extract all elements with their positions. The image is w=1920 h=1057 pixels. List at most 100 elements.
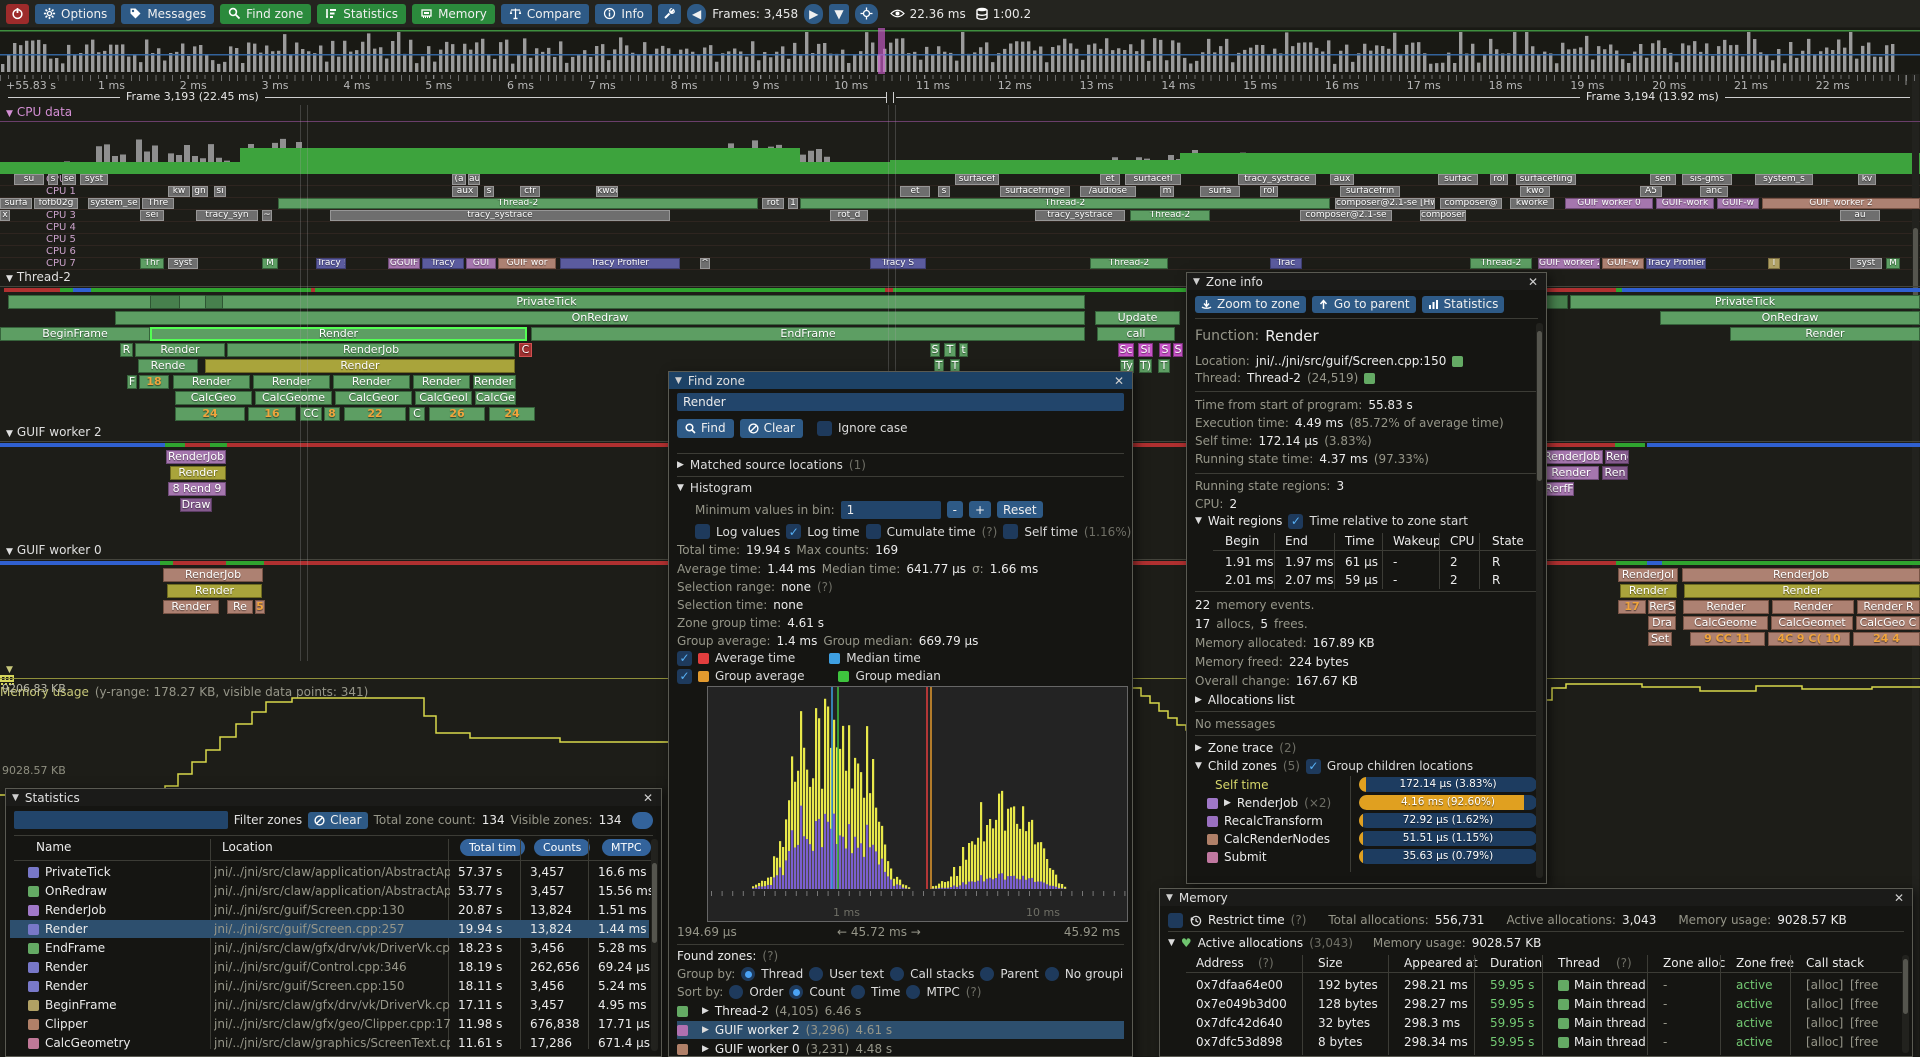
zone-block[interactable]: PrivateTick bbox=[1570, 295, 1920, 309]
zone-block[interactable]: 24 4 bbox=[1853, 632, 1920, 646]
zone-block[interactable]: 5 bbox=[255, 600, 265, 614]
zone-block[interactable]: S bbox=[1159, 343, 1171, 357]
table-row[interactable]: EndFrame jni/../jni/src/claw/gfx/drv/vk/D… bbox=[10, 939, 649, 957]
zone-block[interactable]: CalcGeo bbox=[175, 391, 252, 405]
zone-block[interactable]: EndFrame bbox=[531, 327, 1085, 341]
find-button[interactable]: Find bbox=[677, 418, 734, 438]
cpu-zone-block[interactable]: kwo bbox=[1520, 186, 1550, 197]
cpu-zone-block[interactable]: sen bbox=[1650, 174, 1676, 185]
zone-block[interactable]: PrivateTick bbox=[8, 295, 1085, 309]
cpu-zone-block[interactable]: GUIF-work bbox=[1656, 198, 1714, 209]
zone-block[interactable]: Render bbox=[1684, 584, 1920, 598]
cpu-zone-block[interactable]: surfacefringe bbox=[1000, 186, 1070, 197]
zone-block[interactable]: T) bbox=[1139, 359, 1152, 373]
cpu-zone-block[interactable]: surfa bbox=[1200, 186, 1240, 197]
cpu-zone-block[interactable]: tracy_systrace bbox=[330, 210, 670, 221]
allocation-row[interactable]: 0x7e049b3d00 128 bytes 298.27 ms 59.95 s Mai… bbox=[1168, 996, 1904, 1012]
thread-header[interactable]: ▼ Thread-2 bbox=[6, 270, 71, 284]
zone-block[interactable]: RenderJob bbox=[163, 568, 263, 582]
cpu-zone-block[interactable]: anc bbox=[1700, 186, 1728, 197]
scroll-down-button[interactable]: ▼ bbox=[829, 3, 849, 24]
alloc-col-zone-free[interactable]: Zone free bbox=[1736, 956, 1795, 970]
zone-block[interactable]: 17 bbox=[1618, 600, 1646, 614]
cpu-zone-block[interactable]: GGUIF bbox=[388, 258, 420, 269]
cpu-zone-block[interactable]: Thread-2 bbox=[1470, 258, 1532, 269]
thread-header[interactable]: ▼ GUIF worker 2 bbox=[6, 425, 102, 439]
cpu-zone-block[interactable]: composer@ bbox=[1440, 198, 1502, 209]
zone-block[interactable]: Dra bbox=[1648, 616, 1676, 630]
found-zone-row[interactable]: ▶ Thread-2 (4,105) 6.46 s bbox=[677, 1002, 1124, 1020]
zone-block[interactable]: Draw bbox=[180, 498, 212, 512]
radio-mtpc[interactable] bbox=[906, 985, 921, 999]
zone-block[interactable]: Render bbox=[135, 343, 225, 357]
wait-regions-label[interactable]: Wait regions bbox=[1207, 514, 1283, 528]
cpu-zone-block[interactable]: au bbox=[1840, 210, 1880, 221]
cpu-zone-block[interactable]: rot bbox=[762, 198, 784, 209]
cpu-zone-block[interactable]: surfac bbox=[1438, 174, 1478, 185]
collapse-icon[interactable]: ▼ bbox=[1193, 276, 1200, 287]
frame-label[interactable]: Frame 3,194 (13.92 ms) bbox=[1580, 90, 1725, 103]
cpu-zone-block[interactable]: aux bbox=[452, 186, 478, 197]
cpu-zone-block[interactable]: I bbox=[1768, 258, 1780, 269]
child-zone-row[interactable]: RecalcTransform bbox=[1195, 813, 1538, 829]
cpu-zone-block[interactable]: rot_d bbox=[830, 210, 868, 221]
cpu-zone-block[interactable]: Tracy ! bbox=[316, 258, 346, 269]
statistics-button[interactable]: Statistics bbox=[317, 3, 407, 24]
expand-icon[interactable]: ▶ bbox=[677, 460, 684, 470]
zone-block[interactable]: 8 bbox=[324, 407, 340, 421]
wait-table-row[interactable]: 2.01 ms 2.07 ms 59 µs - 2 R bbox=[1195, 572, 1538, 588]
statistics-scrollbar[interactable] bbox=[651, 839, 658, 1051]
histogram-label[interactable]: Histogram bbox=[689, 481, 753, 495]
cpu-zone-block[interactable]: ~ bbox=[262, 210, 272, 221]
zone-block[interactable]: Render bbox=[253, 375, 330, 389]
table-row[interactable]: BeginFrame jni/../jni/src/claw/gfx/drv/vk… bbox=[10, 996, 649, 1014]
memory-titlebar[interactable]: ▼ Memory ✕ bbox=[1160, 889, 1912, 906]
cpu-zone-block[interactable]: Tracy Profiler bbox=[560, 258, 680, 269]
cpu-zone-block[interactable]: GUIF worker 0 bbox=[1565, 198, 1653, 209]
zone-block[interactable]: T bbox=[944, 343, 956, 357]
compare-button[interactable]: Compare bbox=[500, 3, 590, 24]
cpu-zone-block[interactable]: Thread-2 bbox=[800, 198, 1330, 209]
zone-block[interactable]: S bbox=[1173, 343, 1183, 357]
zone-block[interactable]: Render bbox=[1543, 466, 1599, 480]
cpu-zone-block[interactable]: Thread-2 bbox=[1130, 210, 1210, 221]
collapse-icon[interactable]: ▼ bbox=[1168, 938, 1175, 948]
zone-block[interactable]: 18 bbox=[139, 375, 169, 389]
expand-icon[interactable]: ▶ bbox=[702, 1006, 709, 1016]
zone-block[interactable]: RerS bbox=[1648, 600, 1676, 614]
cpu-zone-block[interactable]: Tracy bbox=[422, 258, 464, 269]
ignore-case-checkbox[interactable] bbox=[816, 420, 832, 436]
cpu-zone-block[interactable]: ^ bbox=[700, 258, 710, 269]
sort-mtpc-button[interactable]: MTPC bbox=[602, 838, 651, 856]
legend-checkbox[interactable]: ✓ bbox=[677, 650, 692, 666]
zone-block[interactable]: Render bbox=[1620, 584, 1677, 598]
zone-block[interactable]: Render bbox=[1772, 600, 1854, 614]
zone-block[interactable]: C bbox=[519, 343, 532, 357]
table-row[interactable]: PrivateTick jni/../jni/src/claw/applicati… bbox=[10, 863, 649, 881]
zone-block[interactable]: Set bbox=[1648, 632, 1672, 646]
zone-block[interactable]: OnRedraw bbox=[115, 311, 1085, 325]
cpu-zone-block[interactable]: composer@2.1-se [Hw bbox=[1335, 198, 1435, 209]
legend-checkbox[interactable]: ✓ bbox=[677, 668, 692, 684]
cpu-zone-block[interactable]: composer@ bbox=[1420, 210, 1466, 221]
allocations-list-label[interactable]: Allocations list bbox=[1207, 693, 1295, 707]
cpu-zone-block[interactable]: surfa bbox=[0, 198, 32, 209]
cpu-zone-block[interactable]: se bbox=[62, 174, 76, 185]
cpu-zone-block[interactable]: system_se bbox=[88, 198, 140, 209]
active-allocations-label[interactable]: Active allocations bbox=[1197, 936, 1304, 950]
allocation-row[interactable]: 0x7dfc42d640 32 bytes 298.3 ms 59.95 s Main … bbox=[1168, 1015, 1904, 1031]
zone-block[interactable]: Render F bbox=[473, 375, 516, 389]
zone-block[interactable]: CalcGeol bbox=[415, 391, 472, 405]
cpu-zone-block[interactable]: kwoc bbox=[596, 186, 618, 197]
radio-time[interactable] bbox=[851, 985, 866, 999]
sort-counts-button[interactable]: Counts bbox=[534, 838, 591, 856]
zone-block[interactable]: CalcGeo C bbox=[1856, 616, 1920, 630]
locate-button[interactable] bbox=[854, 3, 878, 24]
collapse-icon[interactable]: ▼ bbox=[675, 375, 682, 386]
memory-scrollbar[interactable] bbox=[1902, 955, 1909, 1053]
cpu-zone-block[interactable]: GUIF-w bbox=[1602, 258, 1644, 269]
alloc-col-zone-alloc[interactable]: Zone alloc bbox=[1663, 956, 1726, 970]
alloc-col-thread[interactable]: Thread bbox=[1558, 956, 1600, 970]
min-bin-input[interactable]: 1 bbox=[840, 500, 941, 519]
zone-block[interactable]: Render bbox=[1730, 327, 1920, 341]
